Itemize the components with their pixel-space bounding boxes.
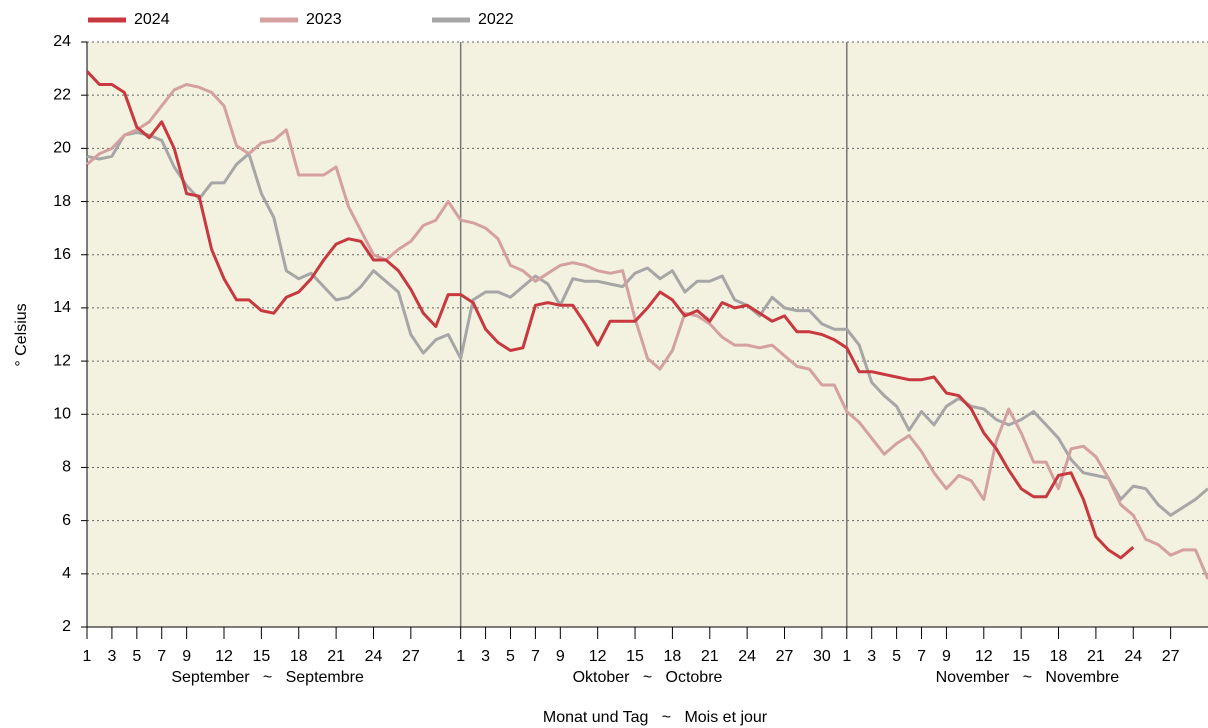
x-tick-label: 7 [917,648,926,665]
y-tick-label: 14 [53,299,71,316]
x-tick-label: 27 [1162,648,1180,665]
y-tick-label: 12 [53,352,71,369]
x-tick-label: 15 [1012,648,1030,665]
data-line [86,83,1208,580]
x-tick-label: 5 [506,648,515,665]
x-tick-label: 27 [776,648,794,665]
legend-label: 2022 [478,11,514,28]
x-tick-label: 15 [252,648,270,665]
y-tick-label: 4 [62,565,71,582]
x-tick-label: 21 [327,648,345,665]
x-tick-label: 9 [182,648,191,665]
y-axis-label: ° Celsius [13,303,30,366]
x-tick-label: 9 [556,648,565,665]
month-label: November ~ Novembre [936,669,1120,686]
x-tick-label: 21 [1087,648,1105,665]
x-tick-label: 1 [842,648,851,665]
month-label: Oktober ~ Octobre [573,669,723,686]
x-tick-label: 12 [215,648,233,665]
x-tick-label: 24 [1124,648,1142,665]
y-tick-label: 20 [53,140,71,157]
x-tick-label: 9 [942,648,951,665]
x-tick-label: 15 [626,648,644,665]
x-tick-label: 18 [664,648,682,665]
y-tick-label: 16 [53,246,71,263]
legend-label: 2024 [134,11,170,28]
x-tick-label: 3 [481,648,490,665]
y-tick-label: 10 [53,405,71,422]
x-tick-label: 5 [132,648,141,665]
x-tick-label: 1 [83,648,92,665]
month-label: September ~ Septembre [171,669,364,686]
data-line [85,70,1135,560]
x-tick-label: 3 [867,648,876,665]
x-tick-label: 7 [531,648,540,665]
x-axis-label: Monat und Tag ~ Mois et jour [543,709,768,726]
x-tick-label: 7 [157,648,166,665]
x-tick-label: 12 [589,648,607,665]
x-tick-label: 1 [456,648,465,665]
x-tick-label: 24 [738,648,756,665]
x-tick-label: 5 [892,648,901,665]
x-tick-label: 21 [701,648,719,665]
y-tick-label: 24 [53,33,71,50]
y-tick-label: 2 [62,618,71,635]
x-tick-label: 27 [402,648,420,665]
x-tick-label: 18 [290,648,308,665]
y-tick-label: 18 [53,193,71,210]
y-tick-label: 6 [62,512,71,529]
data-line [86,130,1208,517]
x-tick-label: 24 [365,648,383,665]
x-tick-label: 18 [1050,648,1068,665]
x-tick-label: 12 [975,648,993,665]
y-tick-label: 22 [53,86,71,103]
x-tick-label: 30 [813,648,831,665]
plot-area [87,42,1208,627]
y-tick-label: 8 [62,459,71,476]
legend-label: 2023 [306,11,342,28]
x-tick-label: 3 [107,648,116,665]
